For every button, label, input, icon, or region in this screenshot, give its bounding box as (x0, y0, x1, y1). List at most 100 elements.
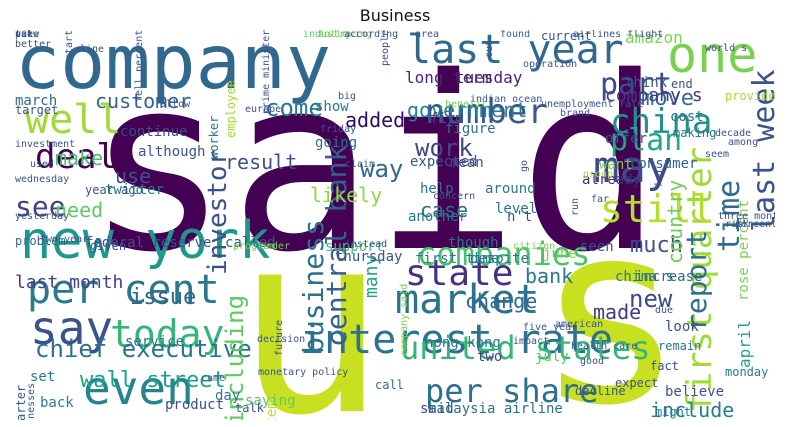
word: saying (245, 393, 296, 409)
word: program (233, 241, 276, 252)
word: around (485, 181, 536, 197)
word-cloud: said u s company new york last year one may say p… (15, 30, 775, 420)
word: among (728, 137, 759, 148)
word: offer (605, 131, 648, 147)
word: july (535, 349, 569, 365)
word: need (55, 198, 104, 222)
word: think (625, 75, 668, 91)
word: europe (245, 104, 282, 115)
word: might (655, 405, 692, 419)
chart-title: Business (359, 6, 431, 25)
word: added (345, 108, 406, 132)
word: support (325, 239, 385, 255)
word: worker (207, 115, 221, 160)
word: following (318, 30, 373, 40)
word: help (420, 181, 454, 197)
word: company (15, 30, 332, 106)
word: prime minister (261, 30, 272, 114)
word: year ago (85, 183, 143, 197)
word: problem (15, 234, 66, 248)
word: remain (658, 339, 702, 353)
word: twitter (105, 182, 165, 198)
word: good (580, 356, 605, 367)
word: first time (415, 251, 500, 267)
word: said (420, 401, 454, 417)
word: despite (470, 251, 530, 267)
word: two year (40, 234, 89, 245)
word: take (15, 30, 40, 40)
word: work (415, 134, 473, 162)
word: figure (445, 121, 496, 137)
word: current (541, 30, 592, 43)
word: companies (417, 235, 591, 273)
word: though (448, 235, 499, 251)
word: target (15, 103, 59, 117)
word: found (500, 30, 531, 40)
word: benefit (445, 99, 488, 110)
word: per cent (27, 267, 220, 313)
word: long term (405, 68, 492, 87)
word: monetary policy (258, 367, 349, 378)
word: provide (725, 89, 775, 103)
word: case (420, 198, 469, 222)
word: order (260, 241, 291, 252)
word: three month (718, 211, 775, 222)
word: increase (635, 269, 703, 285)
word: friday (320, 124, 357, 135)
word: use (115, 164, 152, 188)
word: indian ocean (470, 94, 543, 105)
word: called (225, 235, 276, 251)
word: day (215, 388, 241, 404)
word: talk (235, 401, 264, 415)
word: used (30, 159, 55, 170)
word: tuesday (455, 68, 523, 87)
word: according (344, 30, 399, 40)
word: two (477, 349, 503, 365)
word: fact (650, 359, 679, 373)
word: decade (715, 128, 752, 139)
word: march (15, 93, 58, 109)
word: businesses (26, 382, 37, 420)
word: way (360, 155, 404, 183)
word: s (535, 169, 686, 421)
word: april (735, 319, 754, 368)
word: better (15, 39, 52, 50)
word: service (125, 334, 185, 350)
word: government (407, 98, 528, 122)
word: industry (303, 30, 352, 40)
word: decline (575, 384, 626, 398)
word: start (64, 30, 75, 60)
word: back (40, 395, 74, 411)
word: seem (705, 149, 730, 160)
word: company said (399, 283, 410, 356)
word: likely (310, 183, 383, 207)
word: big (338, 91, 357, 102)
word: n't (507, 209, 533, 225)
word: mean (450, 155, 484, 171)
word: came (201, 373, 226, 384)
word: impact (513, 336, 550, 347)
word: view (15, 30, 40, 40)
word: employee (224, 79, 238, 138)
word: brand (560, 108, 591, 119)
word: make (55, 146, 104, 170)
word: american (555, 319, 604, 330)
word: group (583, 169, 614, 180)
word: firm (430, 111, 464, 127)
word: customer (95, 89, 192, 113)
word: company s (605, 85, 703, 106)
word: due (655, 305, 674, 316)
word: end (671, 77, 693, 91)
word: continue (120, 124, 188, 140)
word: new (629, 285, 673, 313)
word: run (570, 197, 581, 216)
word: far (591, 194, 610, 205)
word: another (408, 209, 468, 225)
word: decision (257, 334, 306, 345)
word: part (600, 67, 673, 102)
word: consumer (630, 156, 698, 172)
word: put (15, 30, 34, 40)
word: come (265, 94, 323, 122)
word: line (80, 44, 105, 55)
word: risk (725, 219, 750, 230)
